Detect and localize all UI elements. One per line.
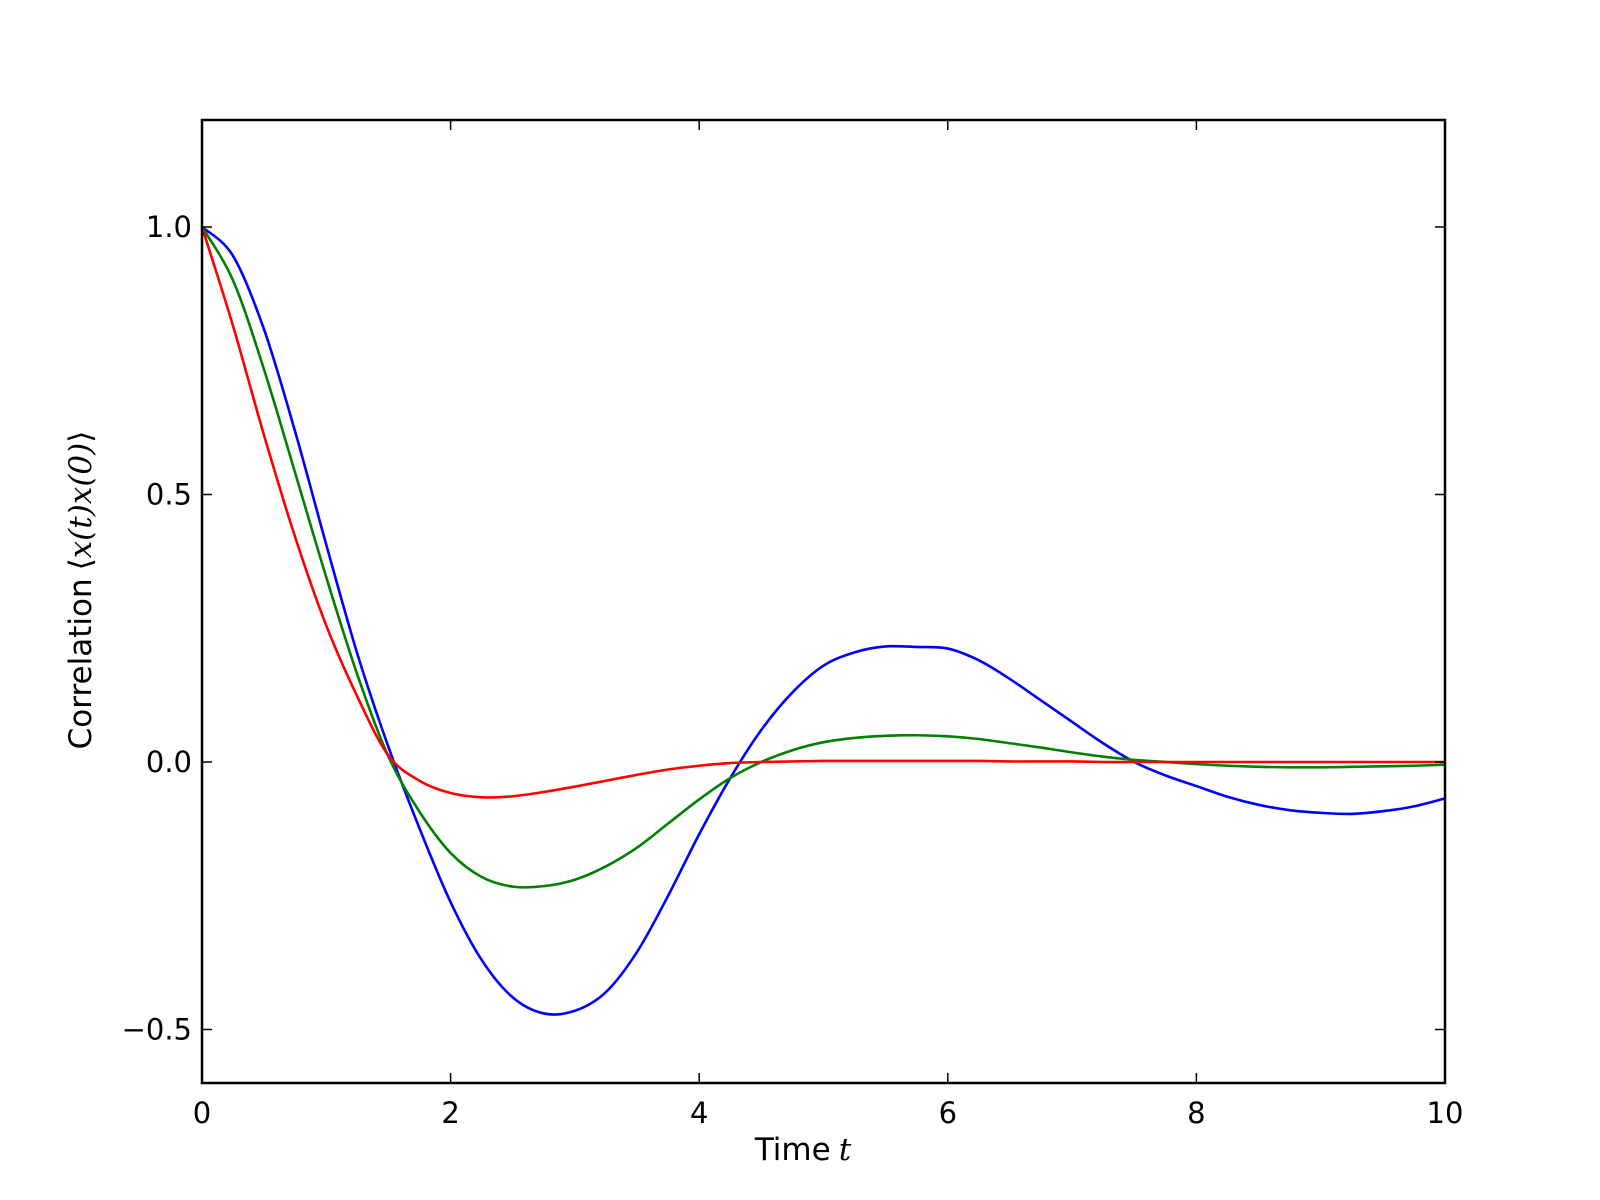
series-layer <box>200 225 1446 1016</box>
x-tick-label-2: 4 <box>690 1096 708 1130</box>
x-tick-label-1: 2 <box>441 1096 459 1130</box>
x-tick-label-3: 6 <box>939 1096 957 1130</box>
x-axis-label: Time t <box>754 1132 852 1168</box>
y-axis-label-text: Correlation <box>63 578 99 749</box>
x-axis-label-text: Time <box>754 1132 831 1168</box>
x-axis-label-math: t <box>839 1132 852 1168</box>
tick-layer: 0 2 4 6 8 10 −0.5 0.0 0.5 1.0 <box>122 120 1464 1130</box>
y-axis-label-math-open: ⟨ <box>63 558 99 570</box>
series-line-1 <box>201 225 1446 1016</box>
y-axis-label-math-body: x(t)x(0) <box>63 443 99 559</box>
y-tick-label-3: 1.0 <box>146 210 192 244</box>
x-tick-label-4: 8 <box>1187 1096 1205 1130</box>
series-line-3 <box>200 226 1445 799</box>
x-tick-label-0: 0 <box>193 1096 211 1130</box>
y-tick-label-2: 0.5 <box>146 478 192 512</box>
plot-frame <box>200 118 1447 1085</box>
y-tick-label-0: −0.5 <box>122 1013 192 1047</box>
x-tick-label-5: 10 <box>1427 1096 1464 1130</box>
series-line-2 <box>200 226 1446 889</box>
y-tick-label-1: 0.0 <box>146 745 192 779</box>
y-axis-label-math-close: ⟩ <box>63 431 99 443</box>
y-axis-label: Correlation ⟨x(t)x(0)⟩ <box>63 431 99 750</box>
